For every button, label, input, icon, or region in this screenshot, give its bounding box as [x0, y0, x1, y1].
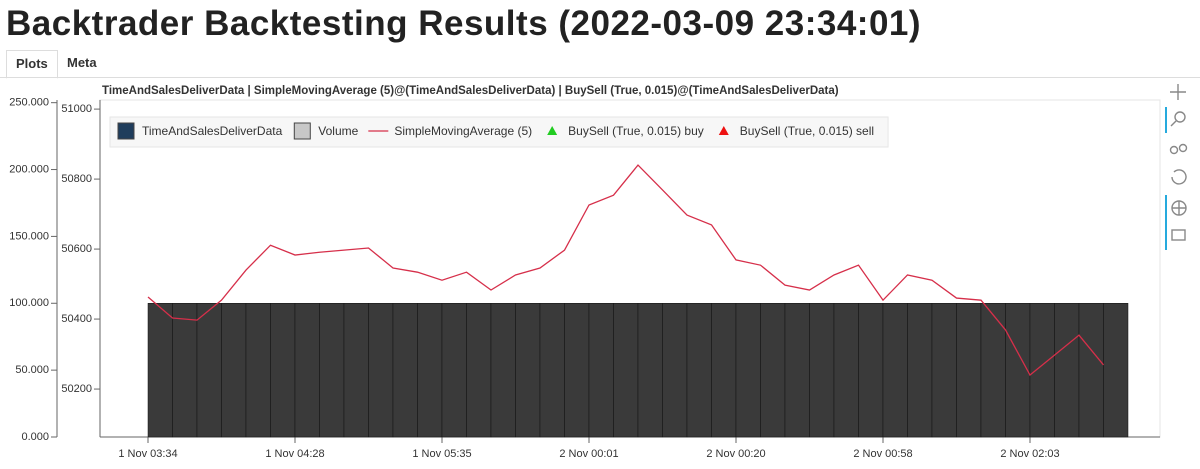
- volume-bar: [588, 303, 614, 438]
- volume-bar: [1029, 303, 1055, 438]
- y2-tick-label: 200.000: [9, 163, 49, 175]
- hover-tool[interactable]: [1171, 229, 1186, 241]
- volume-bar: [1054, 303, 1080, 438]
- volume-bar: [858, 303, 884, 438]
- y2-tick-label: 0.000: [21, 431, 49, 443]
- legend-swatch: [718, 126, 729, 135]
- volume-bar: [980, 303, 1006, 438]
- volume-bar: [809, 303, 835, 438]
- volume-bar: [833, 303, 859, 438]
- legend-box: [109, 116, 889, 148]
- tab[interactable]: Meta: [67, 55, 97, 70]
- y-tick-label: 50400: [61, 313, 92, 325]
- x-tick-label: 1 Nov 03:34: [118, 448, 177, 460]
- volume-bar: [417, 303, 443, 438]
- chart-title: TimeAndSalesDeliverData | SimpleMovingAv…: [102, 85, 839, 97]
- volume-bar: [270, 303, 296, 438]
- volume-bar: [956, 303, 982, 438]
- volume-bar: [172, 303, 198, 438]
- volume-bar: [147, 303, 173, 438]
- y-tick-label: 51000: [61, 103, 92, 115]
- volume-bar: [760, 303, 786, 438]
- page-title: Backtrader Backtesting Results (2022-03-…: [6, 4, 922, 43]
- volume-bar: [294, 303, 320, 438]
- y-tick-label: 50200: [61, 383, 92, 395]
- volume-bar: [662, 303, 688, 438]
- x-tick-label: 2 Nov 00:20: [706, 448, 765, 460]
- volume-bar: [1005, 303, 1031, 438]
- y-tick-label: 50600: [61, 243, 92, 255]
- volume-bar: [1078, 303, 1104, 438]
- y-tick-label: 50800: [61, 173, 92, 185]
- zoom-tool[interactable]: [1174, 111, 1186, 123]
- x-tick-label: 1 Nov 04:28: [265, 448, 324, 460]
- x-tick-label: 1 Nov 05:35: [412, 448, 471, 460]
- x-tick-label: 2 Nov 00:01: [559, 448, 618, 460]
- pan-tool[interactable]: [1170, 84, 1186, 100]
- volume-bar: [931, 303, 957, 438]
- volume-bar: [490, 303, 516, 438]
- volume-bar: [221, 303, 247, 438]
- legend-label: TimeAndSalesDeliverData: [142, 124, 283, 138]
- volume-bar: [368, 303, 394, 438]
- volume-bar: [515, 303, 541, 438]
- volume-bar: [637, 303, 663, 438]
- y2-tick-label: 150.000: [9, 230, 49, 242]
- volume-bar: [319, 303, 345, 438]
- x-tick-label: 2 Nov 02:03: [1000, 448, 1059, 460]
- tab[interactable]: Plots: [6, 50, 58, 79]
- volume-bar: [882, 303, 908, 438]
- volume-bar: [196, 303, 222, 438]
- y2-tick-label: 250.000: [9, 97, 49, 109]
- volume-bar: [466, 303, 492, 438]
- volume-bar: [441, 303, 467, 438]
- zoom-in-tool[interactable]: [1169, 145, 1179, 155]
- volume-bar: [784, 303, 810, 438]
- volume-bar: [539, 303, 565, 438]
- volume-bar: [1103, 303, 1129, 438]
- volume-bar: [686, 303, 712, 438]
- legend-label: Volume: [318, 124, 358, 138]
- y2-tick-label: 50.000: [15, 364, 49, 376]
- legend-label: BuySell (True, 0.015) sell: [740, 124, 874, 138]
- sma-line: [147, 164, 1105, 377]
- legend: TimeAndSalesDeliverData Volume SimpleMovin…: [109, 116, 889, 148]
- volume-bar: [735, 303, 761, 438]
- volume-bar: [711, 303, 737, 438]
- volume-bar: [343, 303, 369, 438]
- legend-label: SimpleMovingAverage (5): [394, 124, 532, 138]
- tab-divider: [0, 77, 1200, 78]
- legend-label: BuySell (True, 0.015) buy: [568, 124, 704, 138]
- volume-bar: [564, 303, 590, 438]
- legend-swatch: [547, 126, 558, 135]
- x-tick-label: 2 Nov 00:58: [853, 448, 912, 460]
- reset-tool[interactable]: [1171, 169, 1187, 185]
- toolbar: [1165, 84, 1188, 250]
- volume-bar: [392, 303, 418, 438]
- legend-swatch: [293, 122, 311, 140]
- legend-swatch: [117, 122, 135, 140]
- volume-bar: [907, 303, 933, 438]
- volume-bar: [613, 303, 639, 438]
- volume-bar: [245, 303, 271, 438]
- y2-tick-label: 100.000: [9, 297, 49, 309]
